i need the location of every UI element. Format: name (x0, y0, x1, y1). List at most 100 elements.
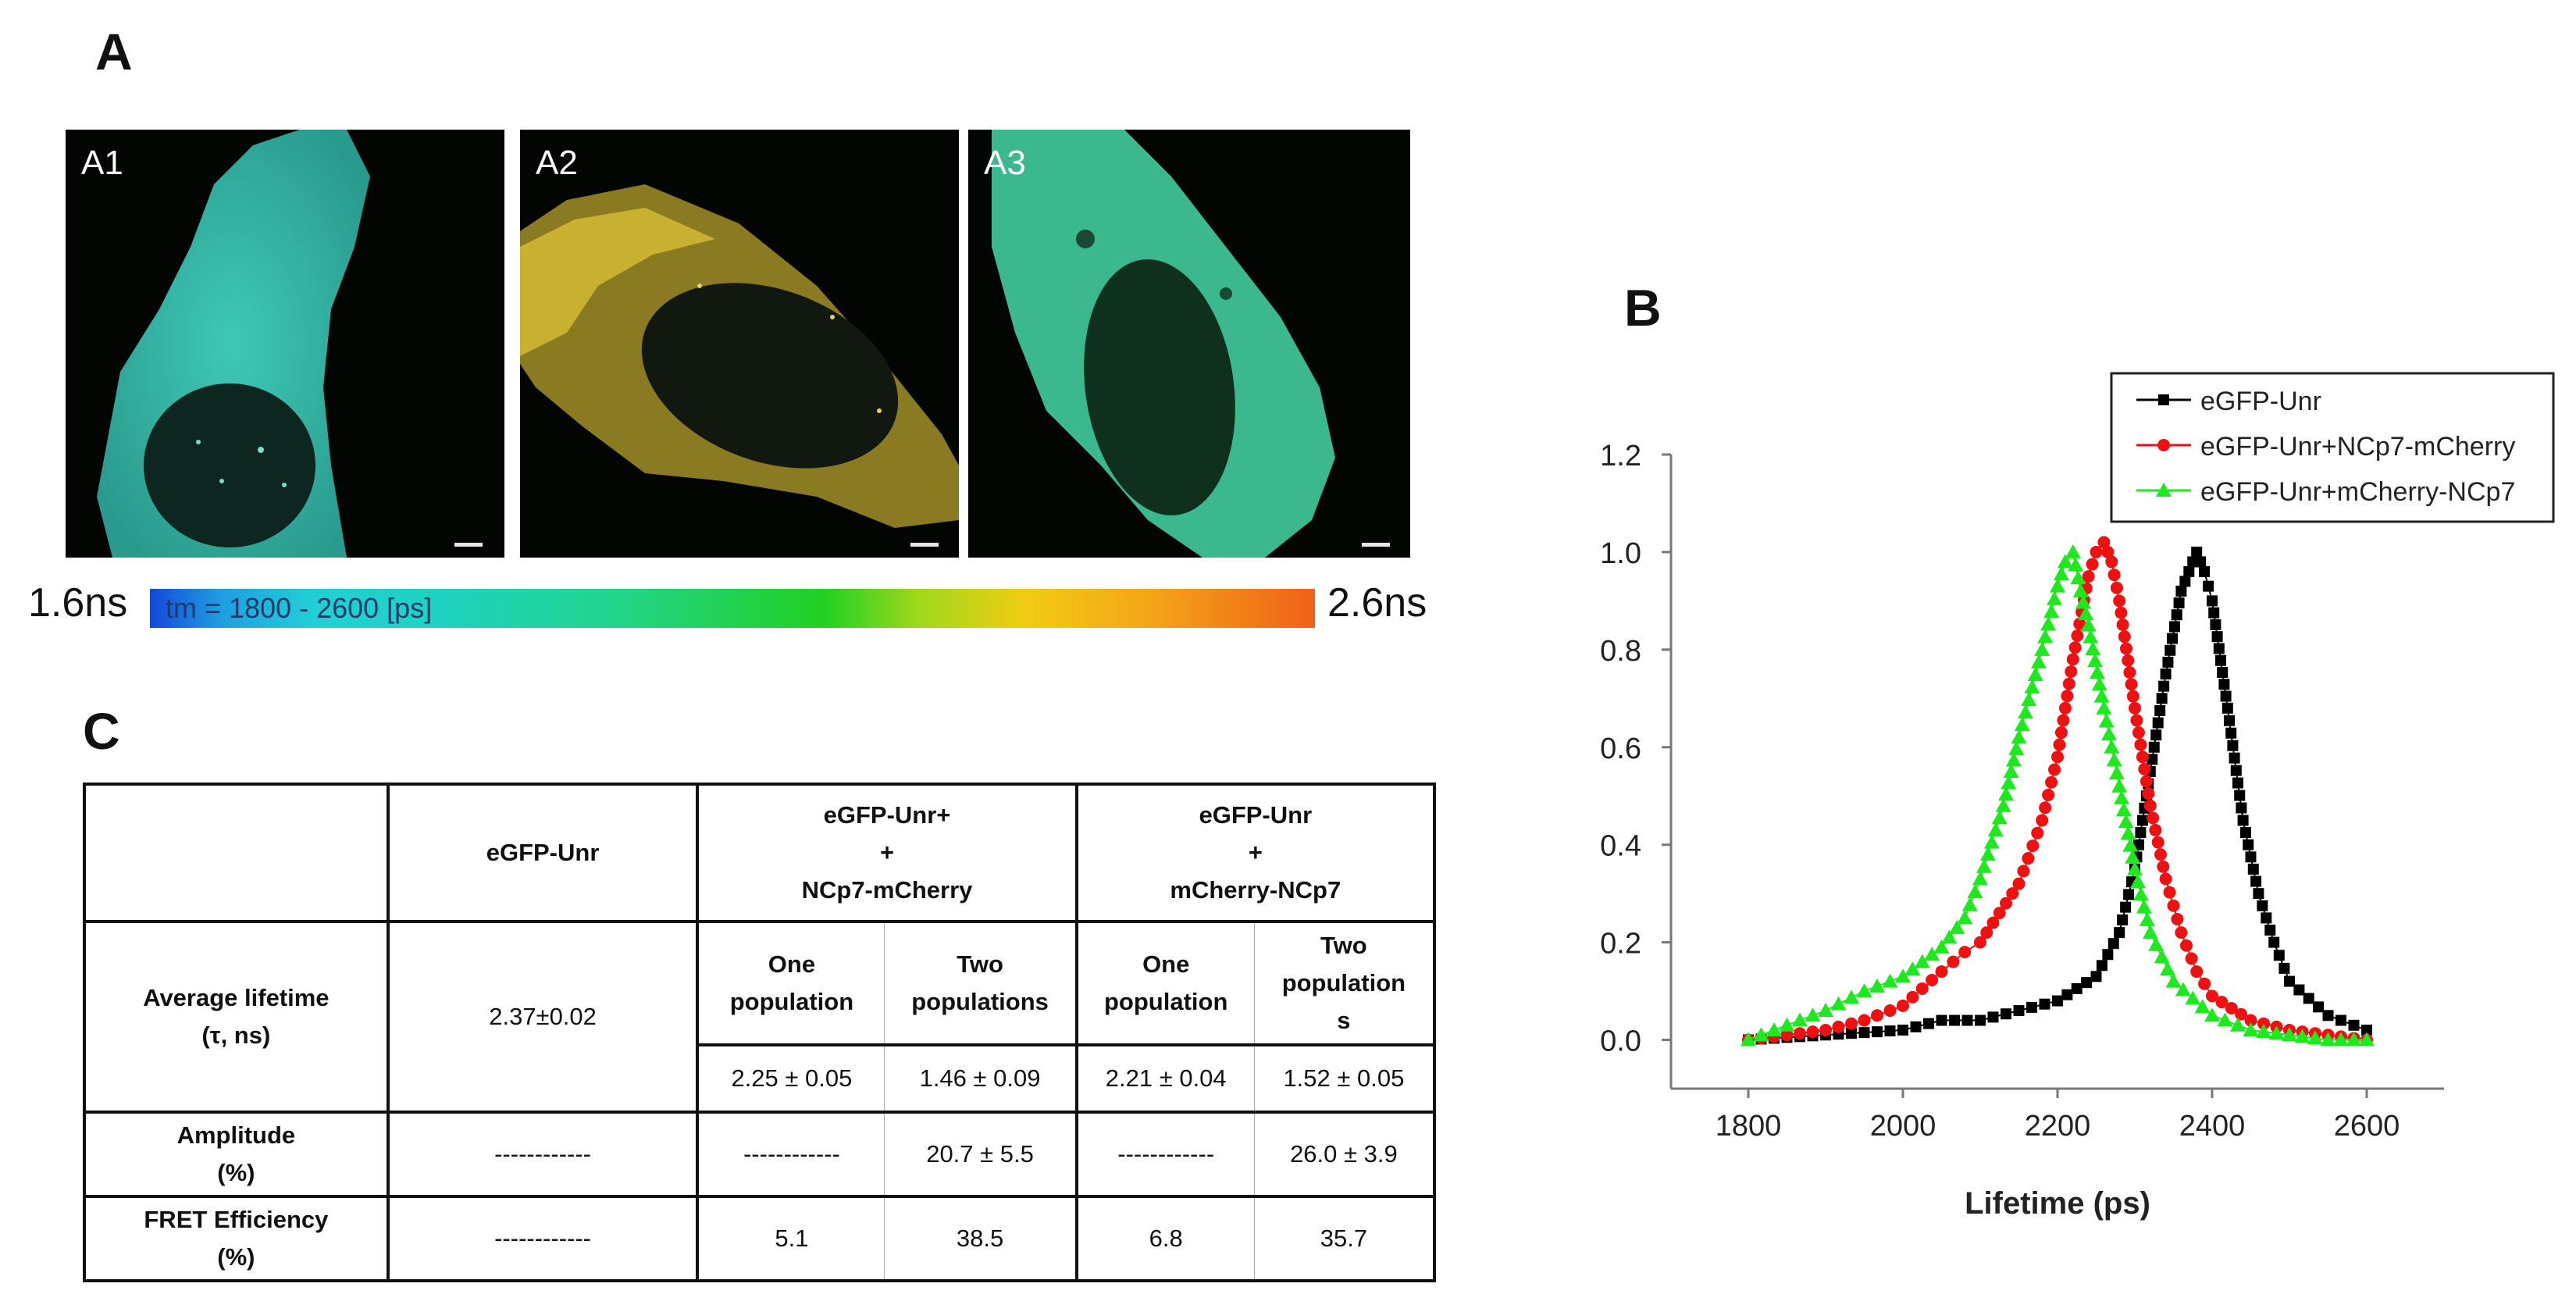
data-point (2107, 938, 2119, 950)
data-point (2293, 984, 2305, 996)
data-point (1910, 1021, 1922, 1032)
data-point (2244, 1014, 2257, 1027)
data-point (2198, 977, 2211, 990)
data-point (1972, 871, 1988, 886)
data-point (2175, 585, 2187, 597)
micrograph-label: A3 (984, 144, 1026, 182)
data-point (1935, 965, 1948, 979)
table-row: 2.25 ± 0.05 1.46 ± 0.09 2.21 ± 0.04 1.52… (84, 1043, 1436, 1114)
cell-fret: 5.1 (696, 1195, 885, 1283)
data-point (1882, 973, 1898, 988)
data-point (2195, 556, 2207, 568)
data-point (2190, 965, 2204, 979)
row-label-average-lifetime: Average lifetime (τ, ns) (83, 920, 390, 1114)
data-point (1780, 1029, 1794, 1042)
data-point (2157, 860, 2170, 873)
data-point (2096, 960, 2107, 972)
data-point (2117, 914, 2129, 925)
data-point (2037, 629, 2054, 644)
micrograph-a2: A2 (520, 130, 959, 558)
data-point (2026, 839, 2040, 852)
data-point (1947, 955, 1960, 968)
data-point (2073, 617, 2086, 630)
data-point (2132, 839, 2144, 850)
data-point (1926, 974, 1939, 987)
data-point (2185, 990, 2201, 1005)
data-point (2091, 676, 2107, 691)
scale-bar (1362, 543, 1390, 547)
data-point (2085, 640, 2101, 655)
cell-fret: 6.8 (1074, 1195, 1255, 1283)
data-point (1753, 1027, 1769, 1042)
cell-fret: 38.5 (884, 1195, 1078, 1283)
data-point (2058, 701, 2072, 715)
data-point (2243, 1022, 2259, 1037)
data-point (2116, 618, 2129, 631)
data-point (2171, 609, 2182, 621)
data-point (2036, 814, 2049, 827)
cell-fret: ------------ (386, 1195, 700, 1283)
data-point (2024, 679, 2040, 694)
panel-label-b: B (1624, 279, 1662, 337)
data-point (2130, 714, 2143, 727)
data-point (2045, 775, 2058, 789)
data-point (2090, 971, 2102, 982)
data-point (2061, 989, 2073, 1000)
data-point (2042, 788, 2055, 801)
data-point (2215, 996, 2229, 1009)
data-point (1830, 996, 1847, 1011)
panel-label-c: C (83, 702, 120, 760)
data-point (2120, 825, 2136, 840)
data-point (2043, 604, 2060, 619)
data-point (2011, 729, 2027, 744)
data-point (1858, 1027, 1870, 1039)
data-point (2207, 595, 2218, 607)
series-line (1748, 550, 2368, 1041)
data-point (2006, 887, 2019, 900)
data-point (2346, 1032, 2362, 1046)
data-point (2071, 982, 2083, 994)
x-tick-label: 2400 (2179, 1110, 2246, 1143)
data-point (2243, 839, 2254, 850)
data-point (2008, 740, 2025, 755)
data-point (2136, 815, 2148, 826)
data-point (2147, 811, 2160, 825)
data-point (2236, 802, 2247, 814)
data-point (2294, 1029, 2311, 1043)
data-point (2282, 1027, 2297, 1042)
data-point (2257, 1017, 2270, 1030)
data-point (2068, 557, 2084, 572)
data-point (1869, 978, 1885, 993)
data-point (1993, 907, 2006, 920)
data-point (1740, 1032, 1756, 1046)
data-point (2159, 872, 2172, 886)
data-point (2053, 566, 2069, 581)
data-point (2273, 950, 2285, 961)
table-row: FRET Efficiency (%) ------------ 5.1 38.5… (83, 1195, 1436, 1283)
data-point (1967, 884, 1983, 899)
data-point (2165, 973, 2182, 988)
x-tick-label: 2200 (2025, 1110, 2091, 1143)
data-point (2000, 897, 2012, 910)
data-point (1958, 946, 1972, 959)
cell-image-a2 (520, 184, 959, 528)
data-point (2234, 790, 2246, 801)
data-point (1844, 989, 1859, 1004)
cell-amplitude: 26.0 ± 3.9 (1253, 1110, 1436, 1199)
data-point (2017, 704, 2033, 719)
data-point (2215, 654, 2226, 666)
table-row: Amplitude (%) ------------ ------------ 2… (83, 1110, 1436, 1199)
data-point (2154, 848, 2167, 861)
data-point (2140, 775, 2153, 788)
data-point (2071, 629, 2084, 642)
data-point (2217, 666, 2229, 678)
data-point (2068, 641, 2082, 654)
data-point (2107, 569, 2121, 582)
data-point (2256, 1024, 2271, 1039)
data-point (2017, 865, 2030, 878)
data-point (2239, 827, 2251, 839)
data-point (2230, 1017, 2246, 1032)
micrograph-a3: A3 (968, 130, 1410, 558)
data-point (2154, 949, 2170, 964)
